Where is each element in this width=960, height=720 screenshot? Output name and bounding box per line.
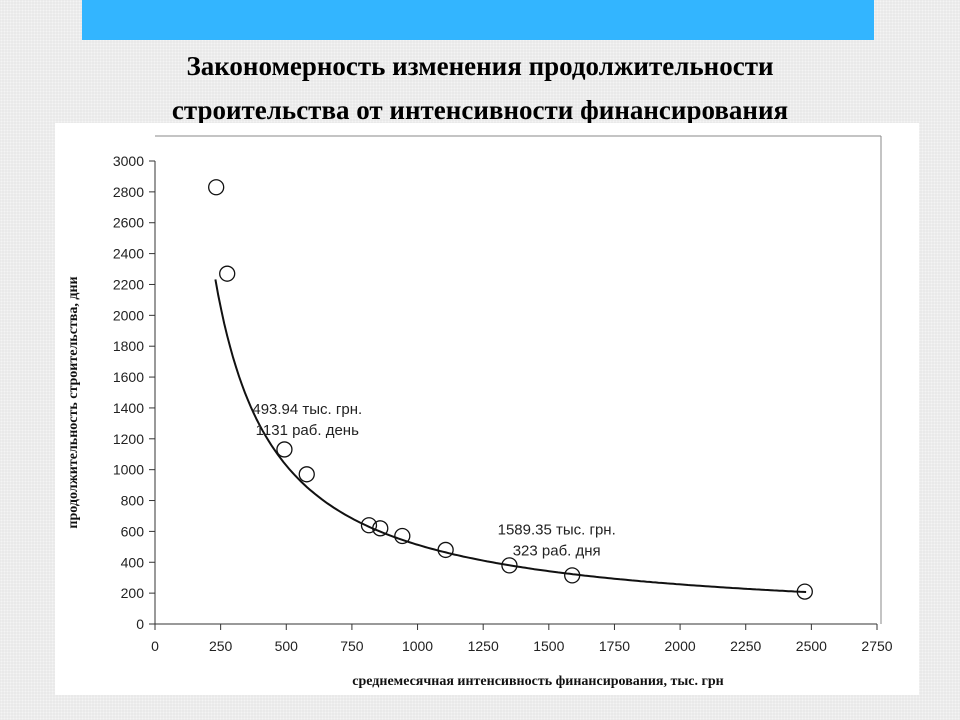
annotation-line-1: 1589.35 тыс. грн. (498, 521, 616, 538)
y-tick-label: 1600 (113, 369, 144, 385)
y-tick-label: 2600 (113, 215, 144, 231)
chart-svg: 0 200 400 600 800 1000 1200 1400 1600 1800 2000 220… (66, 135, 893, 689)
slide-title: Закономерность изменения продолжительнос… (0, 44, 960, 132)
y-tick-label: 0 (136, 616, 144, 632)
points-layer (208, 179, 813, 600)
slide-title-line-2: строительства от интенсивности финансиро… (171, 95, 789, 125)
accent-header-bar (82, 0, 874, 40)
x-tick-label: 500 (275, 638, 299, 654)
x-tick-label: 0 (151, 638, 159, 654)
x-tick-label: 1750 (599, 638, 630, 654)
y-tick-label: 2000 (113, 307, 144, 323)
annotation-layer: 493.94 тыс. грн. 1131 раб. день 1589.35 ты… (252, 401, 615, 559)
data-point (360, 517, 378, 534)
annotation-line-2: 323 раб. дня (513, 542, 601, 559)
y-tick-label: 1800 (113, 338, 144, 354)
y-tick-label: 1400 (113, 400, 144, 416)
x-tick-label: 750 (340, 638, 364, 654)
x-tick-label: 1250 (468, 638, 499, 654)
x-tick-label: 2250 (730, 638, 761, 654)
fitted-curve (214, 279, 807, 593)
x-tick-label: 250 (209, 638, 233, 654)
data-point (437, 541, 454, 559)
y-tick-label: 2400 (113, 246, 144, 262)
ticks: 0 200 400 600 800 1000 1200 1400 1600 1800 2000 220… (113, 153, 893, 654)
x-axis-label: среднемесячная интенсивность финансирова… (352, 674, 723, 689)
annotation-line-2: 1131 раб. день (256, 422, 359, 439)
y-axis-label: продолжительность строительства, дни (66, 276, 81, 528)
x-tick-label: 1000 (402, 638, 433, 654)
data-point (796, 583, 813, 600)
y-tick-label: 1200 (113, 431, 144, 447)
y-tick-label: 400 (121, 554, 145, 570)
y-tick-label: 800 (121, 493, 145, 509)
y-tick-label: 2800 (113, 184, 144, 200)
data-point (501, 557, 518, 574)
y-tick-label: 2200 (113, 276, 144, 292)
data-point (394, 527, 411, 545)
data-point (208, 179, 225, 196)
y-tick-label: 3000 (113, 153, 144, 169)
data-point (219, 265, 236, 282)
y-tick-label: 1000 (113, 462, 144, 478)
data-point (564, 567, 581, 584)
x-tick-label: 2750 (861, 638, 892, 654)
data-point (298, 466, 315, 483)
y-tick-label: 600 (121, 523, 145, 539)
slide-title-line-1: Закономерность изменения продолжительнос… (186, 51, 774, 81)
chart-panel: 0 200 400 600 800 1000 1200 1400 1600 1800 2000 220… (55, 123, 919, 695)
axes (154, 135, 882, 625)
annotation-line-1: 493.94 тыс. грн. (252, 401, 362, 418)
x-tick-label: 2000 (665, 638, 696, 654)
y-tick-label: 200 (121, 585, 145, 601)
data-point (276, 441, 293, 458)
x-tick-label: 1500 (533, 638, 564, 654)
data-point (372, 520, 389, 537)
x-tick-label: 2500 (796, 638, 827, 654)
curve-layer (214, 279, 807, 593)
